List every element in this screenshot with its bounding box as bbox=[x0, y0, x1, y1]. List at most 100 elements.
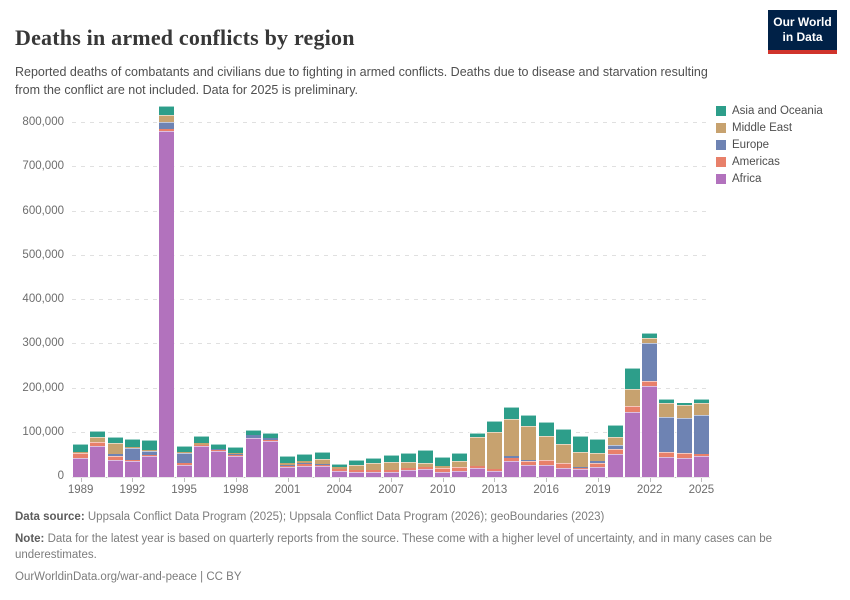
segment-asia-and-oceania bbox=[228, 447, 244, 454]
segment-asia-and-oceania bbox=[107, 436, 123, 444]
segment-middle-east bbox=[521, 426, 537, 460]
bar-1998[interactable] bbox=[228, 447, 244, 477]
owid-logo-line1: Our World bbox=[773, 15, 832, 29]
bar-2009[interactable] bbox=[417, 449, 433, 477]
segment-asia-and-oceania bbox=[469, 432, 485, 438]
segment-americas bbox=[642, 381, 658, 387]
legend-label: Middle East bbox=[732, 122, 793, 134]
segment-asia-and-oceania bbox=[176, 445, 192, 453]
segment-americas bbox=[624, 406, 640, 412]
bar-2020[interactable] bbox=[607, 425, 623, 477]
owid-link[interactable]: OurWorldinData.org/war-and-peace bbox=[15, 571, 197, 584]
segment-asia-and-oceania bbox=[297, 454, 313, 461]
chart-area: Asia and Oceania Middle East Europe America… bbox=[0, 98, 850, 500]
x-axis-tick bbox=[132, 478, 134, 482]
segment-americas bbox=[228, 454, 244, 456]
bar-1994[interactable] bbox=[159, 105, 175, 477]
x-axis-label: 2010 bbox=[429, 484, 456, 496]
segment-americas bbox=[90, 441, 106, 446]
bar-2010[interactable] bbox=[435, 457, 451, 477]
segment-middle-east bbox=[280, 463, 296, 465]
x-axis-label: 1998 bbox=[223, 484, 249, 496]
segment-europe bbox=[642, 342, 658, 382]
segment-asia-and-oceania bbox=[417, 449, 433, 464]
segment-africa bbox=[297, 465, 313, 477]
bar-1993[interactable] bbox=[142, 439, 158, 477]
segment-asia-and-oceania bbox=[314, 452, 330, 459]
segment-asia-and-oceania bbox=[486, 420, 502, 432]
segment-asia-and-oceania bbox=[159, 105, 175, 116]
segment-middle-east bbox=[486, 431, 502, 469]
segment-middle-east bbox=[452, 460, 468, 467]
bar-2004[interactable] bbox=[331, 463, 347, 477]
segment-africa bbox=[262, 440, 278, 477]
segment-africa bbox=[435, 471, 451, 477]
segment-europe bbox=[107, 454, 123, 456]
bar-2005[interactable] bbox=[349, 460, 364, 477]
bar-2006[interactable] bbox=[366, 457, 382, 477]
x-axis-tick bbox=[287, 478, 289, 482]
segment-americas bbox=[659, 452, 675, 458]
legend-item-asia-and-oceania[interactable]: Asia and Oceania bbox=[716, 105, 823, 117]
bar-2000[interactable] bbox=[262, 433, 278, 477]
segment-middle-east bbox=[607, 436, 623, 446]
bar-2016[interactable] bbox=[538, 422, 554, 477]
owid-logo[interactable]: Our World in Data bbox=[768, 10, 837, 54]
segment-americas bbox=[297, 463, 313, 466]
legend-item-europe[interactable]: Europe bbox=[716, 139, 823, 151]
bar-2007[interactable] bbox=[383, 455, 399, 477]
legend-item-middle-east[interactable]: Middle East bbox=[716, 122, 823, 134]
segment-asia-and-oceania bbox=[693, 399, 709, 404]
segment-americas bbox=[280, 465, 296, 468]
bar-2024[interactable] bbox=[676, 402, 692, 477]
segment-asia-and-oceania bbox=[262, 433, 278, 438]
bar-2021[interactable] bbox=[624, 368, 640, 477]
bar-2003[interactable] bbox=[314, 452, 330, 477]
y-axis-label: 100,000 bbox=[22, 425, 64, 438]
x-axis-label: 2007 bbox=[378, 484, 404, 496]
bar-2025[interactable] bbox=[693, 399, 709, 477]
segment-asia-and-oceania bbox=[366, 457, 382, 464]
bar-2013[interactable] bbox=[486, 420, 502, 477]
segment-africa bbox=[676, 458, 692, 477]
segment-africa bbox=[417, 469, 433, 477]
bar-1997[interactable] bbox=[211, 443, 227, 477]
bar-1990[interactable] bbox=[90, 431, 106, 477]
legend-item-americas[interactable]: Americas bbox=[716, 156, 823, 168]
page-title: Deaths in armed conflicts by region bbox=[15, 24, 355, 50]
x-axis-tick bbox=[339, 478, 341, 482]
segment-americas bbox=[124, 459, 140, 462]
bar-2012[interactable] bbox=[469, 432, 485, 477]
gridline-500,000 bbox=[72, 254, 710, 256]
bar-1991[interactable] bbox=[107, 436, 123, 477]
link-line: OurWorldinData.org/war-and-peace | CC BY bbox=[15, 569, 837, 586]
bar-2014[interactable] bbox=[504, 407, 520, 477]
bar-2015[interactable] bbox=[521, 414, 537, 477]
segment-americas bbox=[383, 470, 399, 473]
bar-2017[interactable] bbox=[555, 429, 571, 477]
bar-2019[interactable] bbox=[590, 438, 606, 477]
segment-americas bbox=[676, 453, 692, 459]
y-axis-label: 500,000 bbox=[22, 248, 64, 261]
segment-middle-east bbox=[211, 448, 227, 450]
segment-asia-and-oceania bbox=[400, 452, 416, 463]
bar-1996[interactable] bbox=[193, 436, 209, 477]
x-axis-label: 1992 bbox=[119, 484, 146, 496]
bar-2011[interactable] bbox=[452, 453, 468, 477]
segment-americas bbox=[555, 463, 571, 468]
bar-2001[interactable] bbox=[280, 456, 296, 477]
legend-item-africa[interactable]: Africa bbox=[716, 173, 823, 185]
bar-2022[interactable] bbox=[642, 333, 658, 477]
bar-1999[interactable] bbox=[245, 429, 261, 477]
legend-swatch bbox=[716, 174, 726, 184]
bar-2023[interactable] bbox=[659, 399, 675, 477]
bar-1992[interactable] bbox=[124, 439, 140, 477]
bar-2018[interactable] bbox=[573, 436, 589, 477]
segment-africa bbox=[159, 130, 175, 477]
bar-2002[interactable] bbox=[297, 454, 313, 477]
bar-1995[interactable] bbox=[176, 445, 192, 477]
bar-1989[interactable] bbox=[73, 444, 89, 477]
segment-asia-and-oceania bbox=[590, 438, 606, 454]
bar-2008[interactable] bbox=[400, 452, 416, 477]
